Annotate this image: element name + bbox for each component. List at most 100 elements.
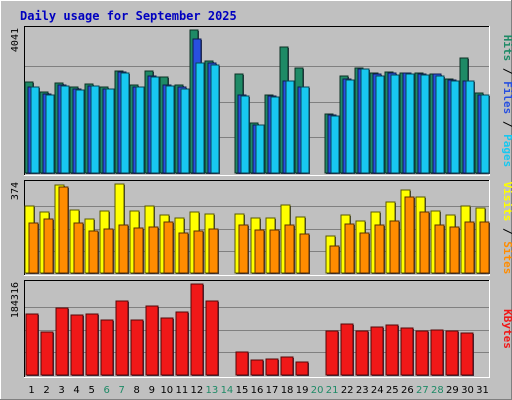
chart-panels: 4041 Hits / Files / Pages 374 Visits / Site… [10,26,512,378]
bar [120,72,130,174]
bar-sites-day-3 [58,186,69,274]
bar [100,319,114,376]
bar [70,314,84,376]
bar-kbytes-day-29 [445,330,459,376]
bar-sites-day-24 [374,224,385,274]
bar [160,317,174,376]
x-tick-label-day-22: 22 [341,385,354,396]
bar [435,75,445,174]
bar-kbytes-day-26 [400,327,414,376]
panel-kbytes: 184316 KBytes [10,280,512,378]
x-tick-label-day-17: 17 [266,385,279,396]
bar [105,88,115,174]
bar-kbytes-day-7 [115,300,129,376]
chart-title: Daily usage for September 2025 [20,9,237,23]
x-tick-label-day-4: 4 [73,385,79,396]
x-tick-label-day-3: 3 [58,385,64,396]
x-tick-label-day-16: 16 [251,385,264,396]
bar [285,80,295,174]
bar [115,300,129,376]
bar [270,96,280,174]
x-tick-label-day-10: 10 [160,385,173,396]
bar [240,95,250,174]
series-legend: Visits / Sites [501,182,512,275]
bar [90,85,100,174]
bar-sites-day-17 [269,229,280,274]
bar [88,230,99,274]
x-tick-label-day-1: 1 [28,385,34,396]
bar [25,313,39,376]
bar-sites-day-16 [254,229,265,274]
x-tick-label-day-6: 6 [103,385,109,396]
bar-pages-day-10 [165,85,175,174]
bar-pages-day-4 [75,89,85,174]
x-tick-label-day-28: 28 [431,385,444,396]
bar-sites-day-7 [118,224,129,274]
bar-pages-day-17 [270,96,280,174]
bar [359,232,370,274]
bar-pages-day-15 [240,95,250,174]
bar-kbytes-day-13 [205,300,219,376]
bar [205,300,219,376]
bar-pages-day-22 [345,79,355,174]
bar [133,227,144,274]
bar [464,221,475,274]
x-tick-label-day-27: 27 [416,385,429,396]
bar [460,332,474,376]
bar [390,74,400,174]
bar-pages-day-12 [195,62,205,174]
bar [280,356,294,376]
bar [269,229,280,274]
bar [430,329,444,376]
bar [55,307,69,376]
bar-pages-day-8 [135,86,145,174]
bar-pages-day-7 [120,72,130,174]
bar [43,218,54,274]
bar [465,80,475,174]
legend-kbytes: KBytes [501,309,512,349]
bar-sites-day-21 [329,245,340,274]
bar-sites-day-26 [404,196,415,274]
bar-sites-day-30 [464,221,475,274]
x-tick-label-day-26: 26 [401,385,414,396]
x-tick-label-day-14: 14 [221,385,234,396]
bar-pages-day-30 [465,80,475,174]
bar-pages-day-21 [330,115,340,174]
bar-sites-day-5 [88,230,99,274]
bar [449,226,460,274]
legend-sites: Sites [501,241,512,274]
bar [400,327,414,376]
bar [255,124,265,174]
bar [145,305,159,376]
bar-sites-day-9 [148,226,159,274]
bar-sites-day-23 [359,232,370,274]
bar-sites-day-1 [28,222,39,274]
bar [299,233,310,274]
bar [238,224,249,274]
bar [355,330,369,376]
bar-pages-day-29 [450,80,460,174]
bar-kbytes-day-17 [265,358,279,376]
bar-kbytes-day-18 [280,356,294,376]
bar [300,86,310,174]
bar [58,186,69,274]
bar [135,86,145,174]
bar-kbytes-day-10 [160,317,174,376]
bar-kbytes-day-2 [40,331,54,376]
x-tick-label-day-30: 30 [461,385,474,396]
bar [150,76,160,174]
bar-sites-day-27 [419,211,430,274]
bar-sites-day-18 [284,224,295,274]
bar [30,86,40,174]
bar-pages-day-24 [375,75,385,174]
bar-kbytes-day-15 [235,351,249,376]
bar-kbytes-day-24 [370,326,384,376]
bar [195,62,205,174]
x-tick-label-day-18: 18 [281,385,294,396]
panel-visits-sites: 374 Visits / Sites [10,180,512,276]
bar-sites-day-13 [208,228,219,274]
bar [325,330,339,376]
bar-pages-day-13 [210,64,220,174]
bar [165,85,175,174]
